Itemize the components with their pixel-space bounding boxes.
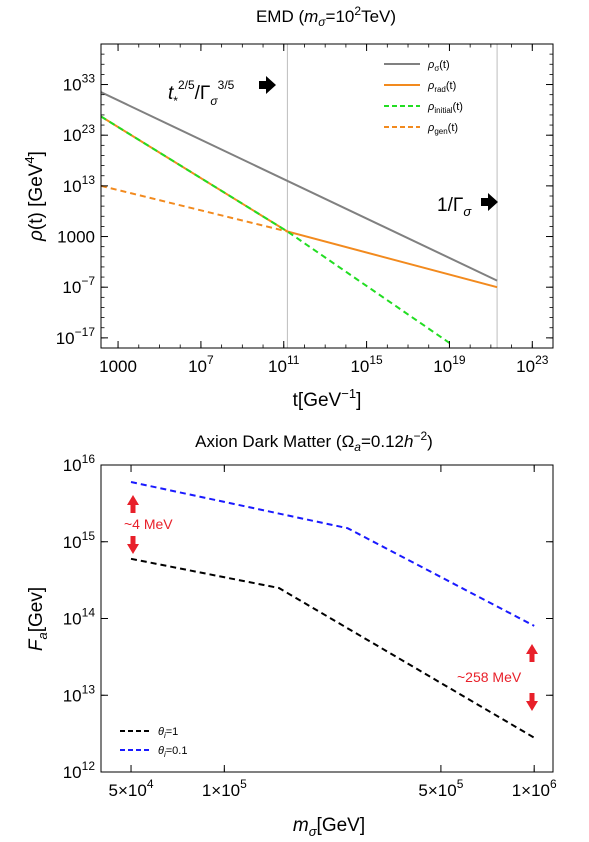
x-tick-label: 5×105 [418,777,463,800]
x-tick-label: 1×105 [202,777,247,800]
annotation-tstar: t*2/5/Γσ3/5 [168,76,276,108]
arrow-right-icon [259,76,276,94]
arrow-down-icon [526,693,538,711]
y-tick-label: 1012 [63,759,96,782]
x-axis-label: mσ[GeV] [293,815,365,839]
legend-label: ρgen(t) [427,122,458,136]
x-tick-label: 1×106 [512,777,557,800]
x-tick-label: 5×104 [109,777,154,800]
y-tick-label: 1013 [63,173,96,196]
arrow-up-icon [127,495,139,513]
legend-label: θi=1 [158,726,178,740]
y-tick-label: 1014 [63,606,96,629]
legend-label: θi=0.1 [158,745,187,759]
series-line [130,481,535,627]
annotation-4mev: ~4 MeV [124,495,173,554]
x-tick-label: 1023 [516,353,549,376]
x-tick-label: 1000 [99,357,137,376]
chart-title: Axion Dark Matter (Ωa=0.12h−2) [195,429,433,454]
y-axis-label: ρ(t) [GeV4] [22,151,47,242]
annotation-4mev-text: ~4 MeV [124,516,173,532]
y-axis-label: Fa[Gev] [26,587,50,651]
y-tick-label: 1016 [63,452,96,475]
annotation-gamma: 1/Γσ [437,193,498,219]
legend-label: ρinitial(t) [427,101,463,115]
legend-label: ρσ(t) [427,59,450,73]
arrow-down-icon [127,536,139,554]
series-line [130,557,535,739]
series-group [101,91,498,344]
series-line [101,184,288,233]
annotation-258mev: ~258 MeV [457,644,538,711]
y-tick-label: 1000 [57,228,95,247]
legend: θi=1 θi=0.1 [120,726,187,759]
y-tick-label: 10−7 [62,274,95,297]
annotation-258mev-text: ~258 MeV [457,669,522,685]
chart-axion: Axion Dark Matter (Ωa=0.12h−2) 5×104 1×10… [26,429,557,839]
x-tick-label: 1019 [433,353,466,376]
axis-ticks: 1000 107 1011 1015 1019 102310331023101310001… [56,43,554,376]
y-tick-label: 1013 [63,682,96,705]
arrow-right-icon [481,193,498,211]
y-tick-label: 10−17 [56,325,96,348]
annotation-tstar-text: t*2/5/Γσ3/5 [168,78,235,108]
x-tick-label: 107 [188,353,214,376]
axis-ticks: 5×104 1×105 5×105 1×106 1016 1015 1014 1013 1012 [63,452,557,800]
x-tick-label: 1011 [268,353,300,376]
arrow-up-icon [526,644,538,662]
legend: ρσ(t) ρrad(t) ρinitial(t) ρgen(t) [384,59,463,136]
series-line [101,91,498,282]
x-axis-label: t[GeV−1] [293,386,362,411]
series-line [101,115,450,344]
x-tick-label: 1015 [350,353,383,376]
annotation-gamma-text: 1/Γσ [437,195,472,219]
y-tick-label: 1023 [63,122,96,145]
chart-title: EMD (mσ=102TeV) [256,4,396,29]
legend-label: ρrad(t) [427,80,456,94]
series-group [130,481,535,739]
y-tick-label: 1033 [63,72,96,95]
vertical-lines [286,44,498,348]
chart-emd: EMD (mσ=102TeV) 1000 107 1011 1015 1019 1023 1… [22,4,554,411]
y-tick-label: 1015 [63,529,96,552]
